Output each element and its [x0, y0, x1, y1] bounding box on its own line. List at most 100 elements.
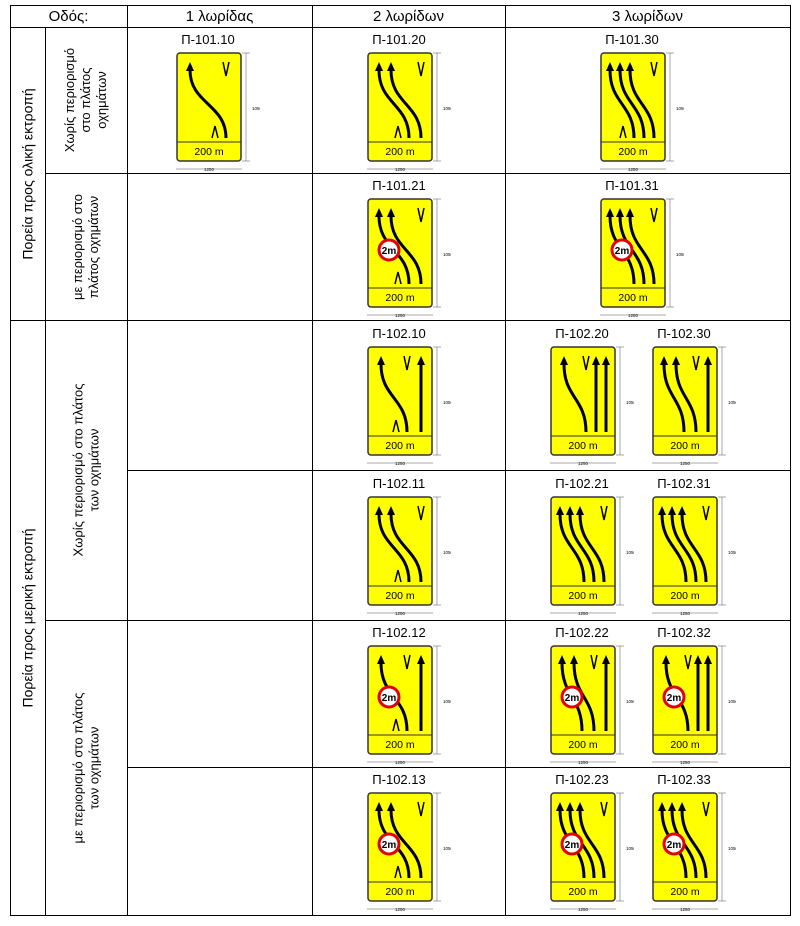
sign-graphic: 2m 200 m 1050 1250 — [652, 792, 736, 912]
lane-arrow — [572, 662, 596, 732]
traffic-sign: Π-101.10 200 m 1050 1250 — [176, 32, 260, 184]
lane-end-mark — [702, 801, 710, 817]
traffic-sign: Π-102.12 2m 200 m 1050 1250 — [367, 625, 451, 777]
arrowhead-icon — [606, 208, 614, 217]
subgroup-with-restriction: με περιορισμό στο πλάτος οχημάτων — [70, 193, 101, 300]
width-dimension: 1250 — [578, 907, 589, 912]
lane-arrow — [670, 513, 698, 583]
table-border — [45, 27, 46, 916]
width-dimension: 1250 — [578, 461, 589, 466]
lane-arrow — [578, 809, 606, 879]
distance-label: 200 m — [670, 590, 699, 602]
arrowhead-icon — [387, 802, 395, 811]
distance-label: 200 m — [670, 886, 699, 898]
lane-arrow — [389, 513, 423, 583]
distance-label: 200 m — [618, 292, 647, 304]
table-border — [45, 173, 791, 174]
group-total-diversion: Πορεία προς ολική εκτροπή — [19, 87, 36, 260]
sign-graphic: 2m 200 m 1050 1250 — [600, 198, 684, 318]
height-dimension: 1050 — [443, 550, 451, 555]
lane-end-mark — [650, 61, 658, 77]
sign-code: Π-101.30 — [605, 32, 659, 47]
header-1-lane: 1 λωρίδας — [185, 8, 254, 25]
arrowhead-icon — [375, 506, 383, 515]
arrowhead-icon — [375, 802, 383, 811]
distance-label: 200 m — [568, 886, 597, 898]
table-border — [10, 27, 791, 28]
width-dimension: 1250 — [395, 907, 406, 912]
sign-code: Π-102.20 — [555, 326, 609, 341]
lane-arrow — [674, 363, 698, 433]
header-2-lanes: 2 λωρίδων — [373, 8, 444, 25]
arrowhead-icon — [672, 356, 680, 365]
sign-code: Π-101.31 — [605, 178, 659, 193]
width-dimension: 1250 — [395, 760, 406, 765]
arrowhead-icon — [377, 356, 385, 365]
arrowhead-icon — [668, 802, 676, 811]
height-dimension: 1050 — [443, 400, 451, 405]
arrowhead-icon — [387, 62, 395, 71]
height-dimension: 1050 — [443, 106, 451, 111]
arrowhead-icon — [576, 802, 584, 811]
width-dimension: 1250 — [680, 907, 691, 912]
width-restriction-icon: 2m — [377, 832, 401, 856]
width-restriction-icon: 2m — [662, 832, 686, 856]
sign-graphic: 200 m 1050 1250 — [550, 346, 634, 466]
arrowhead-icon — [662, 655, 670, 664]
sign-code: Π-102.11 — [372, 476, 426, 491]
arrowhead-icon — [606, 62, 614, 71]
sign-graphic: 2m 200 m 1050 1250 — [550, 645, 634, 765]
width-dimension: 1250 — [395, 313, 406, 318]
svg-text:2m: 2m — [382, 246, 397, 257]
traffic-sign: Π-102.20 200 m 1050 1250 — [550, 326, 634, 478]
distance-label: 200 m — [385, 590, 414, 602]
table-border — [505, 5, 506, 916]
lane-start-mark — [392, 419, 400, 433]
arrowhead-icon — [616, 208, 624, 217]
svg-text:2m: 2m — [667, 693, 682, 704]
distance-label: 200 m — [568, 590, 597, 602]
arrowhead-icon — [387, 208, 395, 217]
lane-arrow — [377, 513, 411, 583]
arrowhead-icon — [668, 506, 676, 515]
lane-end-mark — [403, 654, 411, 670]
traffic-sign: Π-102.21 200 m 1050 1250 — [550, 476, 634, 628]
traffic-sign: Π-101.21 2m 200 m 1050 1250 — [367, 178, 451, 330]
lane-end-mark — [650, 207, 658, 223]
arrowhead-icon — [602, 655, 610, 664]
sign-graphic: 200 m 1050 1250 — [600, 52, 684, 172]
arrowhead-icon — [566, 802, 574, 811]
arrowhead-icon — [704, 356, 712, 365]
lane-start-mark — [394, 125, 402, 139]
height-dimension: 1050 — [676, 106, 684, 111]
arrowhead-icon — [375, 62, 383, 71]
height-dimension: 1050 — [443, 699, 451, 704]
lane-end-mark — [582, 355, 590, 371]
arrowhead-icon — [602, 356, 610, 365]
lane-start-mark — [394, 865, 402, 879]
sign-code: Π-102.31 — [657, 476, 711, 491]
sign-graphic: 2m 200 m 1050 1250 — [652, 645, 736, 765]
distance-label: 200 m — [385, 292, 414, 304]
arrowhead-icon — [387, 506, 395, 515]
traffic-sign: Π-101.20 200 m 1050 1250 — [367, 32, 451, 184]
arrowhead-icon — [678, 506, 686, 515]
svg-text:2m: 2m — [382, 840, 397, 851]
arrowhead-icon — [570, 655, 578, 664]
sign-code: Π-102.22 — [555, 625, 609, 640]
arrowhead-icon — [556, 506, 564, 515]
sign-graphic: 2m 200 m 1050 1250 — [367, 792, 451, 912]
subgroup-no-restriction-partial: Χωρίς περιορισμό στο πλάτος των οχημάτων — [70, 383, 102, 557]
width-dimension: 1250 — [680, 760, 691, 765]
lane-end-mark — [222, 61, 230, 77]
distance-label: 200 m — [670, 440, 699, 452]
height-dimension: 1050 — [728, 846, 736, 851]
lane-end-mark — [417, 801, 425, 817]
lane-arrow — [618, 69, 646, 139]
width-dimension: 1250 — [578, 760, 589, 765]
height-dimension: 1050 — [626, 550, 634, 555]
table-border — [10, 5, 11, 916]
lane-end-mark — [417, 207, 425, 223]
width-restriction-icon: 2m — [610, 238, 634, 262]
lane-end-mark — [403, 355, 411, 371]
